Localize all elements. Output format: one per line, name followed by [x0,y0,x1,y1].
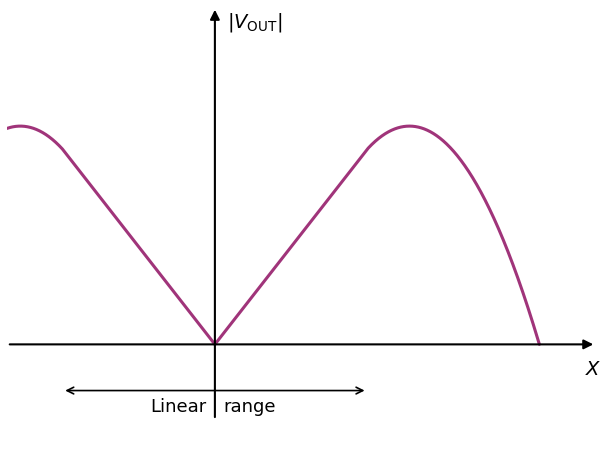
Text: X: X [586,361,599,379]
Text: Linear: Linear [151,398,206,416]
Text: $|V_{\mathregular{OUT}}|$: $|V_{\mathregular{OUT}}|$ [228,11,283,35]
Text: range: range [223,398,276,416]
